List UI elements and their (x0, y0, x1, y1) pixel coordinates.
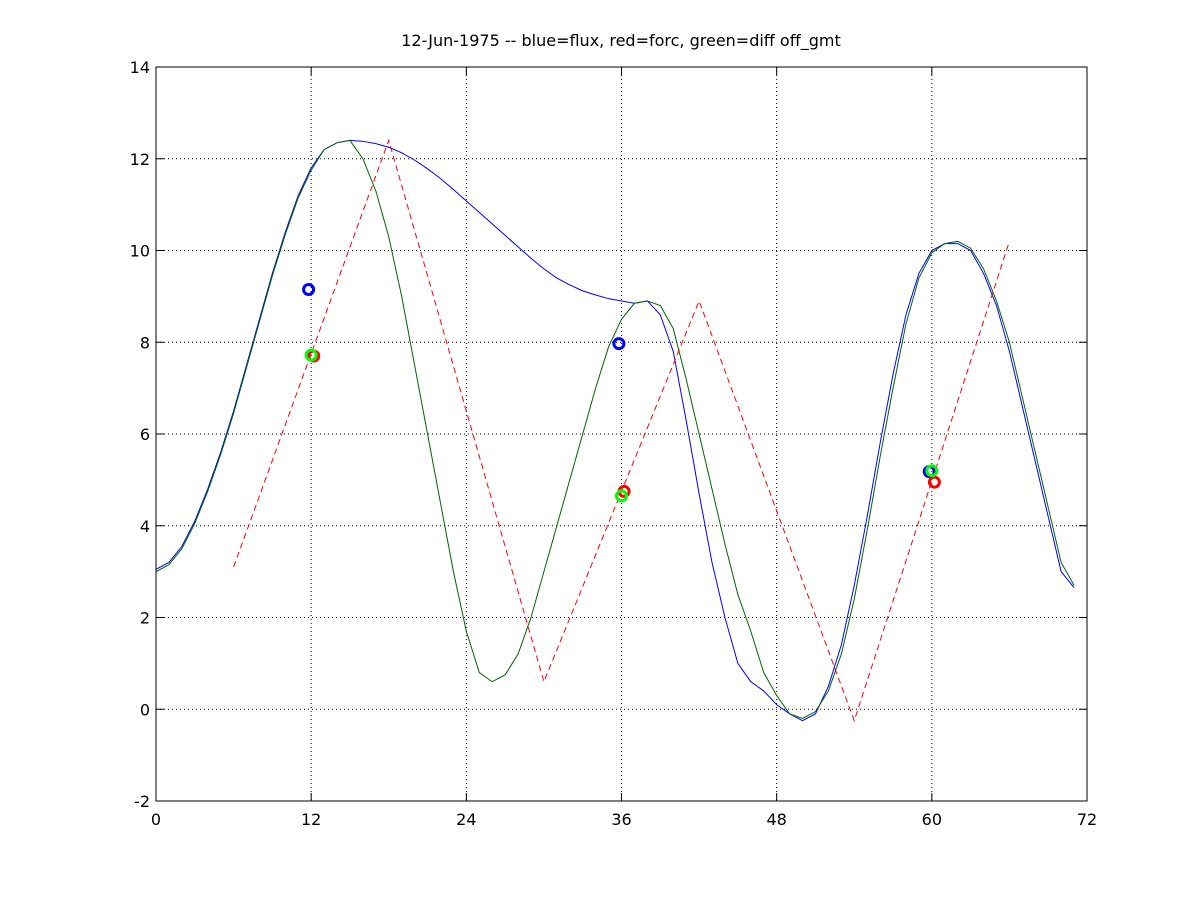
line (155, 139, 1075, 719)
axes-box (155, 66, 1088, 802)
y-tick-label: 8 (140, 333, 150, 352)
plot-area (156, 67, 1087, 801)
x-tick-label: 48 (766, 810, 786, 829)
y-tick-label: -2 (134, 792, 150, 811)
marker (612, 337, 626, 351)
y-tick-label: 0 (140, 700, 150, 719)
y-tick-label: 2 (140, 609, 150, 628)
chart-title: 12-Jun-1975 -- blue=flux, red=forc, gree… (401, 31, 841, 51)
y-tick-label: 6 (140, 425, 150, 444)
x-tick-label: 36 (611, 810, 631, 829)
y-tick-label: 12 (130, 150, 150, 169)
x-tick-label: 72 (1077, 810, 1097, 829)
marker (302, 282, 316, 296)
x-tick-label: 0 (151, 810, 161, 829)
x-tick-label: 24 (456, 810, 476, 829)
marker (925, 464, 939, 478)
x-tick-label: 60 (922, 810, 942, 829)
x-tick-label: 12 (301, 810, 321, 829)
marker (927, 475, 941, 489)
y-tick-label: 14 (130, 58, 150, 77)
y-tick-label: 10 (130, 242, 150, 261)
y-tick-label: 4 (140, 517, 150, 536)
marker (304, 348, 318, 362)
marker (615, 489, 628, 503)
line (155, 139, 1075, 722)
